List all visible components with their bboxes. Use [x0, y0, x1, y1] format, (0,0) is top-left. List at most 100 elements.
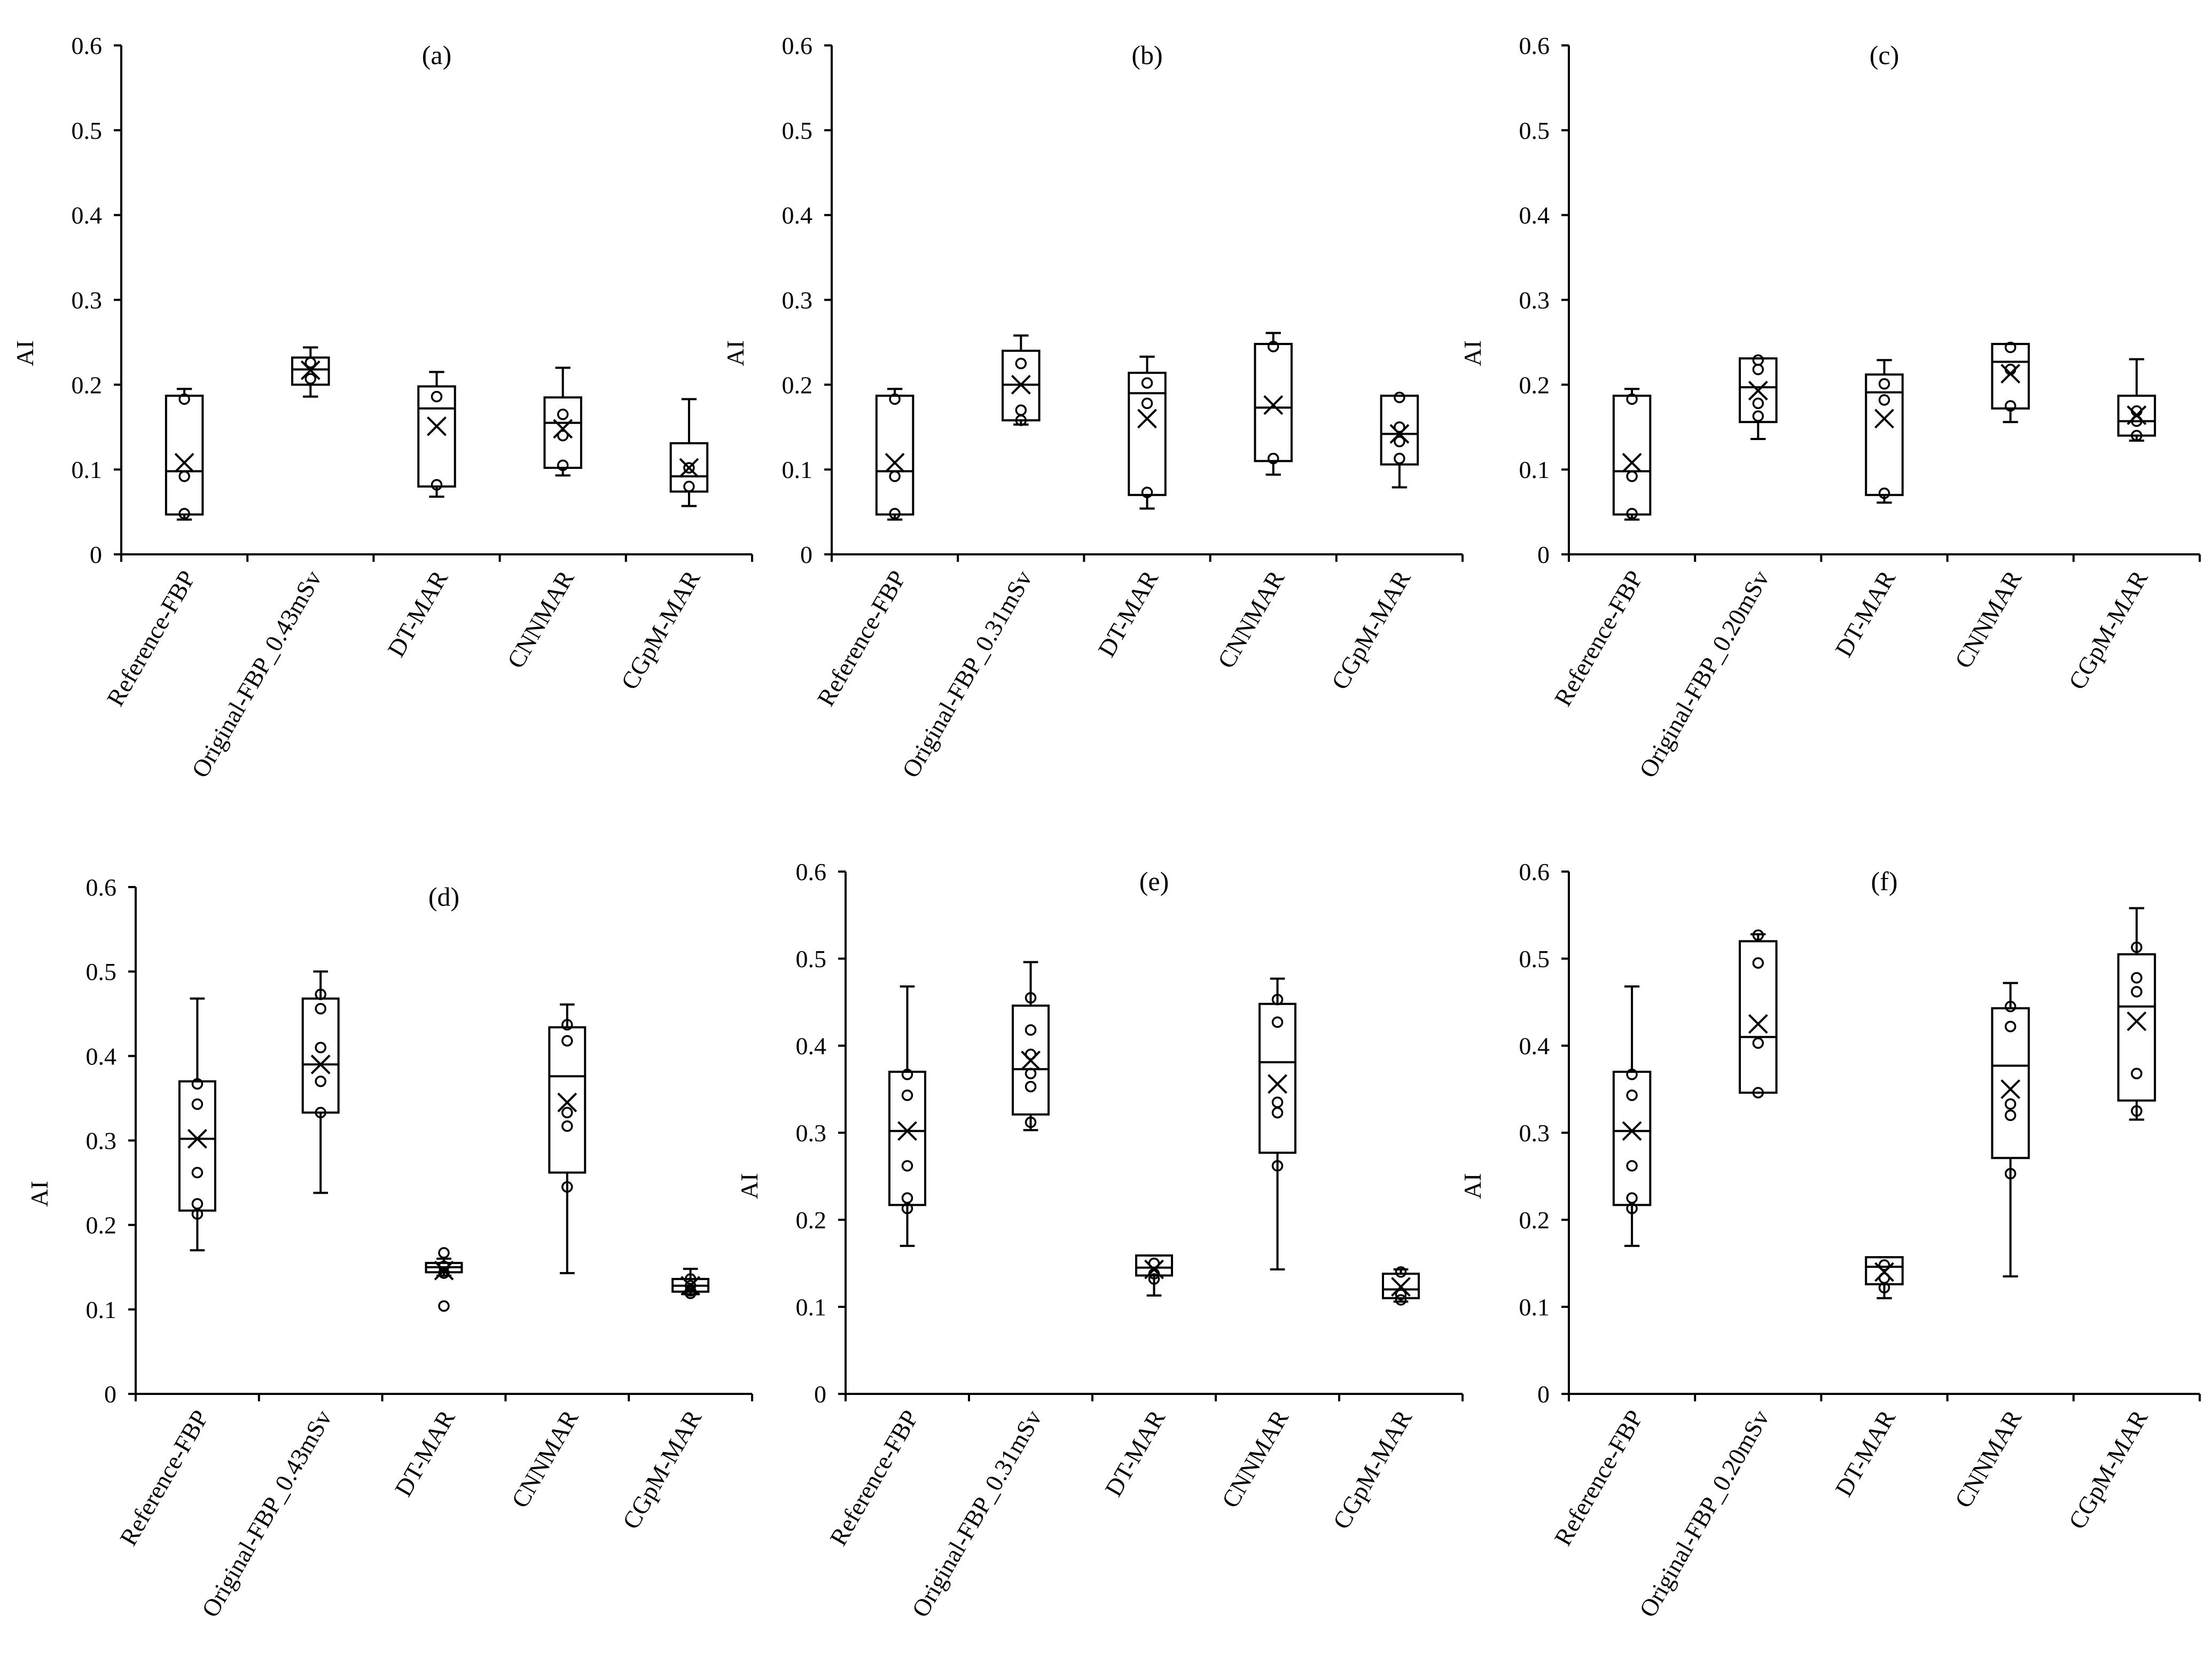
data-point	[1271, 1016, 1284, 1028]
iqr-box	[543, 396, 582, 469]
category-label: CGpM-MAR	[1326, 566, 1416, 694]
data-point	[1267, 452, 1279, 465]
data-point	[1271, 1107, 1284, 1119]
box-original-fbp-0-31msv	[1002, 334, 1041, 426]
mean-marker-stroke	[1021, 1050, 1041, 1071]
iqr-box	[1128, 372, 1167, 496]
data-point	[1752, 363, 1764, 375]
box-cnnmar	[1991, 982, 2030, 1277]
data-point	[901, 1089, 913, 1101]
y-tick-label: 0.5	[86, 958, 117, 985]
mean-marker	[885, 453, 905, 473]
data-point	[2131, 1068, 2143, 1079]
box-reference-fbp	[875, 388, 914, 521]
chart-panel: 0 0.1 0.2 0.3 0.4 0.5 0.6 AI (a) Reference-FBPOri…	[11, 32, 753, 782]
box-dt-mar	[425, 1247, 463, 1312]
data-point	[315, 1003, 326, 1015]
mean-marker	[2000, 1079, 2021, 1099]
mean-marker	[1268, 1074, 1287, 1094]
box-cgpm-mar	[669, 398, 709, 507]
data-point	[1394, 391, 1405, 403]
data-point	[438, 1247, 450, 1259]
mean-marker-stroke	[2127, 1011, 2147, 1031]
mean-marker-stroke	[1268, 1074, 1287, 1094]
mean-marker-stroke	[2000, 364, 2021, 384]
y-tick-label: 0.2	[72, 371, 103, 398]
data-point	[1141, 397, 1153, 410]
mean-marker-stroke	[434, 1260, 454, 1281]
iqr-box	[875, 394, 914, 516]
category-label: Reference-FBP	[1549, 566, 1648, 711]
data-point	[1394, 436, 1405, 448]
category-label: DT-MAR	[1092, 566, 1163, 661]
data-point	[557, 409, 569, 420]
category-label: DT-MAR	[389, 1405, 460, 1501]
mean-marker-stroke	[1144, 1259, 1164, 1280]
y-tick-label: 0.1	[782, 456, 813, 483]
mean-marker	[1144, 1259, 1164, 1280]
mean-marker-stroke	[2000, 1079, 2021, 1099]
data-point	[1752, 1037, 1764, 1049]
data-point	[315, 989, 326, 1000]
chart-panel: 0 0.1 0.2 0.3 0.4 0.5 0.6 AI (f) Reference-FBPOri…	[1459, 858, 2201, 1622]
y-tick-label: 0.4	[796, 1032, 827, 1060]
category-label: Reference-FBP	[114, 1406, 214, 1550]
y-tick-label: 0	[814, 1381, 826, 1408]
chart-panel: 0 0.1 0.2 0.3 0.4 0.5 0.6 AI (e) Reference-FBPOri…	[736, 858, 1464, 1622]
category-label: CGpM-MAR	[617, 1405, 707, 1533]
mean-marker	[2127, 405, 2147, 425]
data-point	[1141, 487, 1153, 498]
mean-marker-stroke	[897, 1121, 917, 1141]
data-point	[1025, 1116, 1037, 1128]
y-tick-label: 0.1	[86, 1296, 117, 1323]
mean-marker	[1748, 381, 1768, 401]
box-original-fbp-0-20msv	[1739, 929, 1778, 1099]
y-tick-label: 0.5	[796, 945, 827, 973]
data-point	[2131, 942, 2143, 953]
data-point	[1025, 1068, 1037, 1079]
data-point	[1148, 1273, 1160, 1285]
y-tick-label: 0.3	[1519, 1119, 1550, 1147]
y-axis-label: AI	[722, 340, 749, 366]
data-point	[1015, 357, 1027, 370]
mean-marker	[1622, 453, 1642, 473]
data-point	[889, 393, 901, 405]
y-tick-label: 0.3	[796, 1119, 827, 1147]
data-point	[561, 1120, 573, 1132]
y-tick-label: 0.6	[1519, 858, 1550, 885]
mean-marker-stroke	[310, 1054, 331, 1075]
data-point	[561, 1107, 573, 1119]
iqr-box	[178, 1080, 216, 1212]
data-point	[683, 481, 695, 492]
box-cnnmar	[548, 1003, 587, 1274]
y-axis-label: AI	[736, 1173, 763, 1199]
data-point	[191, 1166, 204, 1179]
mean-marker	[681, 1276, 701, 1296]
category-label: CNNMAR	[1216, 1405, 1294, 1512]
box-dt-mar	[1865, 359, 1904, 504]
category-label: Reference-FBP	[101, 566, 201, 711]
category-label: CGpM-MAR	[1327, 1405, 1417, 1533]
category-label: DT-MAR	[382, 566, 453, 661]
box-cgpm-mar	[1380, 391, 1419, 489]
mean-marker	[1874, 409, 1894, 429]
y-tick-label: 0	[1537, 541, 1550, 568]
mean-marker-stroke	[2127, 405, 2147, 425]
data-point	[1626, 1069, 1638, 1080]
iqr-box	[1865, 373, 1904, 496]
data-point	[304, 357, 317, 368]
y-tick-label: 0.1	[72, 456, 103, 483]
mean-marker	[427, 416, 447, 436]
category-label: CNNMAR	[1949, 1405, 2027, 1512]
box-original-fbp-0-31msv	[1012, 961, 1050, 1132]
y-tick-label: 0	[800, 541, 812, 568]
y-tick-label: 0.4	[1519, 1032, 1550, 1060]
mean-marker-stroke	[557, 1092, 577, 1112]
data-point	[557, 429, 569, 442]
data-point	[1878, 487, 1890, 499]
chart-panel: 0 0.1 0.2 0.3 0.4 0.5 0.6 AI (c) Reference-FBPOri…	[1459, 32, 2201, 782]
y-tick-label: 0	[104, 1381, 116, 1408]
mean-marker	[1263, 395, 1284, 415]
category-label: CNNMAR	[1949, 566, 2027, 673]
iqr-box	[548, 1026, 587, 1174]
